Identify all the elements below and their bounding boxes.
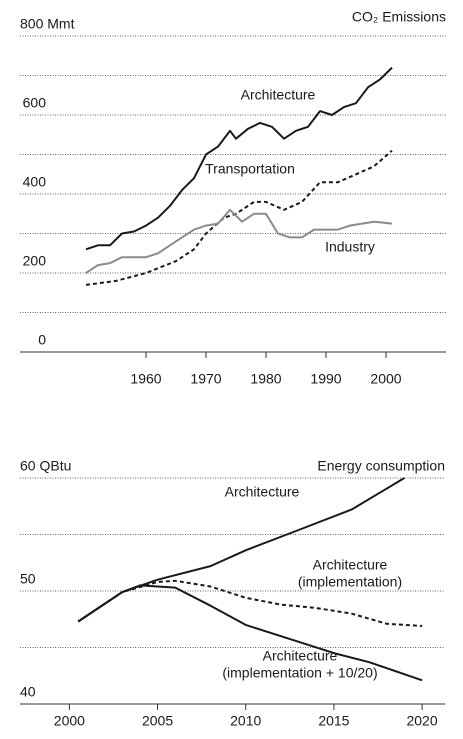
chart-title: CO₂ Emissions — [352, 9, 446, 25]
y-tick-label: 0 — [38, 332, 46, 348]
y-tick-label: 60 QBtu — [20, 458, 71, 474]
series-line — [85, 66, 393, 251]
series-label: (implementation + 10/20) — [222, 665, 377, 681]
series-line — [77, 584, 423, 682]
y-tick-label: 600 — [23, 95, 47, 111]
y-tick-label: 40 — [20, 684, 36, 700]
series-label: Architecture — [225, 484, 300, 500]
series-line — [85, 208, 393, 274]
x-tick-label: 2010 — [230, 713, 261, 729]
series-label: Industry — [325, 239, 375, 255]
series-label: Architecture — [263, 648, 338, 664]
x-tick-label: 2015 — [318, 713, 349, 729]
x-tick-label: 2000 — [54, 713, 85, 729]
x-tick-label: 2020 — [406, 713, 437, 729]
series-label: Architecture — [241, 87, 316, 103]
series-line — [85, 149, 393, 286]
x-tick-label: 1990 — [310, 371, 341, 387]
series-label: Architecture — [313, 557, 388, 573]
chart-title: Energy consumption — [317, 458, 445, 474]
y-tick-label: 50 — [20, 571, 36, 587]
y-tick-label: 200 — [23, 253, 47, 269]
series-label: (implementation) — [298, 574, 402, 590]
x-tick-label: 1980 — [250, 371, 281, 387]
y-tick-label: 800 Mmt — [20, 16, 75, 32]
x-tick-label: 1970 — [190, 371, 221, 387]
y-tick-label: 400 — [23, 174, 47, 190]
series-label: Transportation — [205, 161, 295, 177]
x-tick-label: 1960 — [130, 371, 161, 387]
x-tick-label: 2005 — [142, 713, 173, 729]
x-tick-label: 2000 — [370, 371, 401, 387]
